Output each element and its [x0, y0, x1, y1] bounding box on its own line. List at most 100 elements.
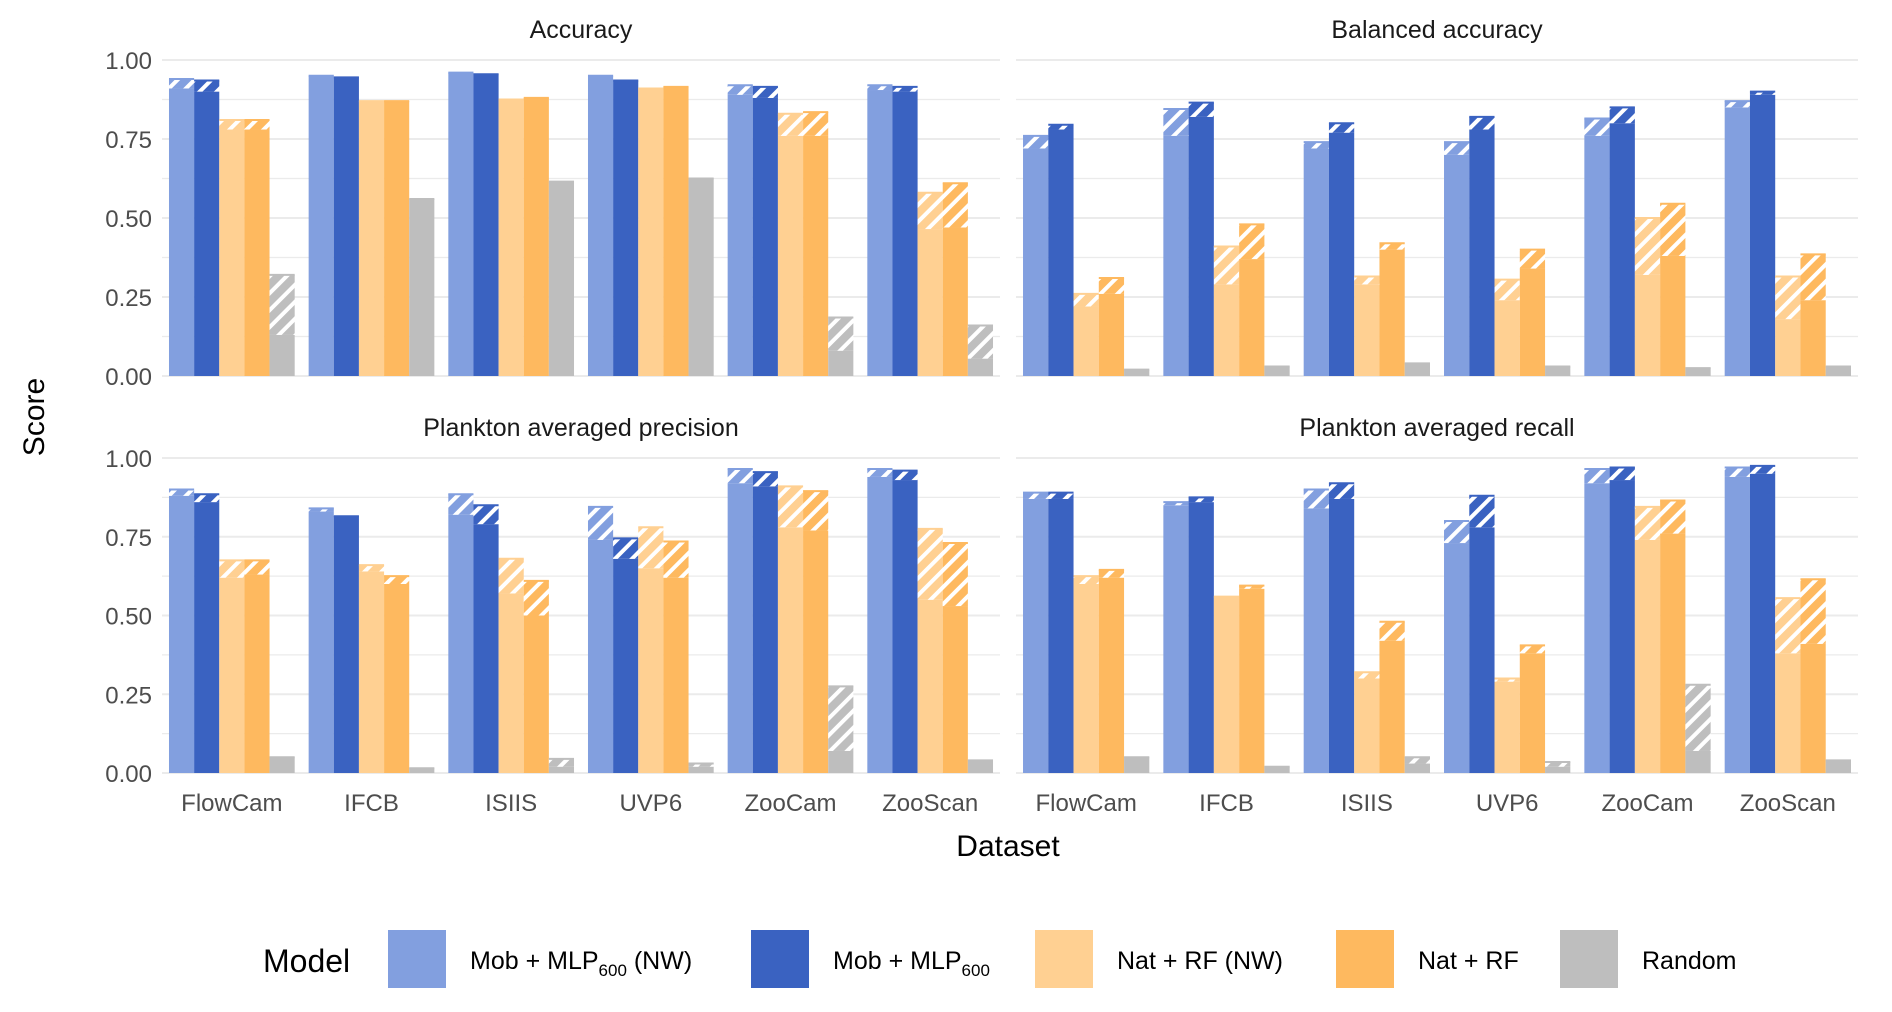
- bar-hatched: [1303, 489, 1329, 509]
- bar-hatched: [194, 80, 220, 92]
- bar-solid: [168, 88, 195, 376]
- bar-solid: [1213, 284, 1240, 376]
- bar-solid: [1444, 154, 1470, 376]
- bar-solid: [967, 760, 994, 773]
- bar-hatched: [1800, 254, 1826, 301]
- bar-solid: [587, 539, 614, 773]
- bar-solid: [1124, 757, 1150, 773]
- bar-solid: [1609, 480, 1635, 773]
- legend-swatch: [1560, 930, 1618, 988]
- bar-hatched: [867, 85, 893, 91]
- bar-hatched: [828, 317, 854, 351]
- bar-hatched: [777, 486, 804, 528]
- bar-solid: [1239, 588, 1265, 773]
- bar-hatched: [1545, 761, 1571, 767]
- bar-hatched: [1328, 483, 1355, 499]
- x-tick-label: ZooScan: [882, 790, 978, 817]
- bar-hatched: [1494, 678, 1520, 682]
- bar-solid: [358, 101, 385, 376]
- bar-hatched: [688, 763, 714, 767]
- bar-solid: [1660, 255, 1686, 376]
- bar-solid: [1749, 473, 1776, 773]
- bar-solid: [892, 480, 918, 773]
- bar-hatched: [1444, 142, 1470, 155]
- bar-hatched: [803, 491, 829, 531]
- bar-solid: [358, 571, 385, 773]
- bar-hatched: [1634, 506, 1661, 540]
- bar-hatched: [168, 78, 195, 89]
- bar-hatched: [1660, 500, 1686, 534]
- bar-solid: [473, 524, 499, 773]
- bar-solid: [1404, 363, 1430, 376]
- bar-hatched: [1404, 757, 1430, 764]
- legend-label: Nat + RF (NW): [1117, 947, 1283, 975]
- x-tick-label: ZooCam: [1601, 790, 1693, 817]
- bar-solid: [1124, 369, 1150, 376]
- bar-hatched: [1800, 579, 1826, 644]
- bar-solid: [613, 558, 639, 773]
- bar-hatched: [1494, 279, 1520, 301]
- bar-hatched: [1749, 465, 1776, 474]
- bar-solid: [1163, 505, 1189, 773]
- panel-1: Balanced accuracy: [1016, 16, 1858, 377]
- panel-2: Plankton averaged precision 0.00 0.25 0.50 0…: [105, 414, 1000, 817]
- bar-solid: [1379, 640, 1405, 773]
- bar-solid: [1098, 293, 1125, 376]
- legend-label: Mob + MLP600 (NW): [470, 947, 692, 980]
- bar-solid: [1404, 763, 1430, 773]
- bar-solid: [548, 766, 575, 773]
- y-tick-label: 0.50: [105, 206, 152, 233]
- bar-solid: [1685, 368, 1711, 376]
- bar-solid: [333, 516, 359, 773]
- bar-solid: [523, 97, 549, 377]
- bar-hatched: [1239, 585, 1265, 589]
- y-axis-label: Score: [18, 378, 51, 456]
- bar-hatched: [1444, 521, 1470, 544]
- bar-hatched: [1213, 246, 1240, 285]
- bar-hatched: [727, 469, 753, 484]
- bar-solid: [613, 80, 639, 376]
- bar-solid: [1469, 129, 1495, 376]
- bar-solid: [892, 91, 918, 376]
- bar-hatched: [1685, 684, 1711, 751]
- bar-hatched: [358, 565, 385, 572]
- legend-swatch: [751, 930, 809, 988]
- bar-solid: [194, 91, 220, 376]
- bar-solid: [663, 577, 689, 773]
- x-tick-label: IFCB: [1199, 790, 1254, 817]
- y-tick-label: 0.25: [105, 682, 152, 709]
- bar-solid: [1775, 653, 1801, 773]
- bar-hatched: [168, 489, 195, 496]
- bar-hatched: [1469, 116, 1495, 130]
- bar-hatched: [219, 120, 245, 130]
- bar-solid: [1188, 502, 1214, 773]
- bar-solid: [587, 75, 614, 377]
- x-tick-label: UVP6: [1476, 790, 1539, 817]
- bar-hatched: [1048, 124, 1074, 130]
- bar-hatched: [1519, 645, 1546, 654]
- bar-hatched: [1519, 249, 1546, 269]
- x-tick-label: IFCB: [344, 790, 399, 817]
- bar-solid: [409, 199, 435, 376]
- bar-solid: [1023, 498, 1049, 773]
- bar-hatched: [1239, 224, 1265, 260]
- bar-solid: [1800, 643, 1826, 773]
- bar-solid: [498, 99, 524, 376]
- bar-solid: [168, 495, 195, 773]
- bar-solid: [1775, 319, 1801, 376]
- bar-hatched: [587, 506, 614, 540]
- bar-hatched: [1379, 243, 1405, 250]
- bar-solid: [1379, 249, 1405, 376]
- bar-hatched: [1609, 467, 1635, 481]
- bar-solid: [1519, 653, 1546, 773]
- bar-solid: [1685, 750, 1711, 773]
- bar-hatched: [663, 541, 689, 578]
- bar-hatched: [473, 505, 499, 525]
- bar-hatched: [1775, 276, 1801, 320]
- bar-solid: [1073, 584, 1099, 773]
- bar-solid: [1545, 366, 1571, 376]
- bar-hatched: [384, 576, 410, 584]
- bar-hatched: [1354, 672, 1380, 679]
- bar-solid: [1098, 577, 1125, 773]
